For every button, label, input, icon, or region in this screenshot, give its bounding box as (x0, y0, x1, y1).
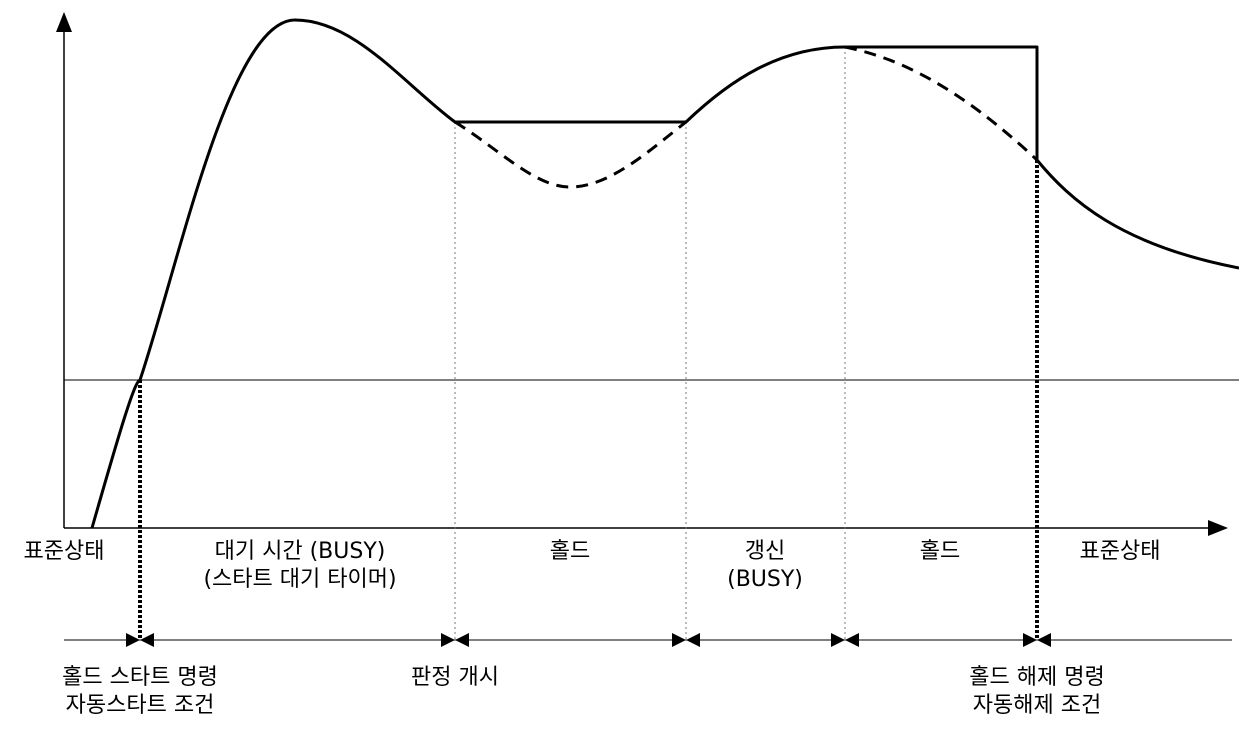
phase-label-update: 갱신 (BUSY) (727, 539, 803, 592)
signal-dashed-decline (844, 45, 1039, 162)
output-curve (90, 18, 1239, 529)
signal-dashed-dip (454, 120, 687, 189)
event-label-hold-start: 홀드 스타트 명령 자동스타트 조건 (62, 665, 218, 718)
phase-label-standard-2: 표준상태 (1079, 539, 1161, 564)
event-label-hold-release: 홀드 해제 명령 자동해제 조건 (969, 665, 1105, 718)
y-axis-arrow-icon (56, 12, 72, 32)
phase-label-standard-1: 표준상태 (23, 539, 105, 564)
event-label-judgement-start: 판정 개시 (411, 665, 499, 690)
phase-label-wait: 대기 시간 (BUSY) (스타트 대기 타이머) (203, 539, 397, 592)
phase-label-hold-1: 홀드 (549, 539, 591, 564)
x-axis-arrow-icon (1208, 520, 1228, 536)
phase-label-hold-2: 홀드 (919, 539, 961, 564)
